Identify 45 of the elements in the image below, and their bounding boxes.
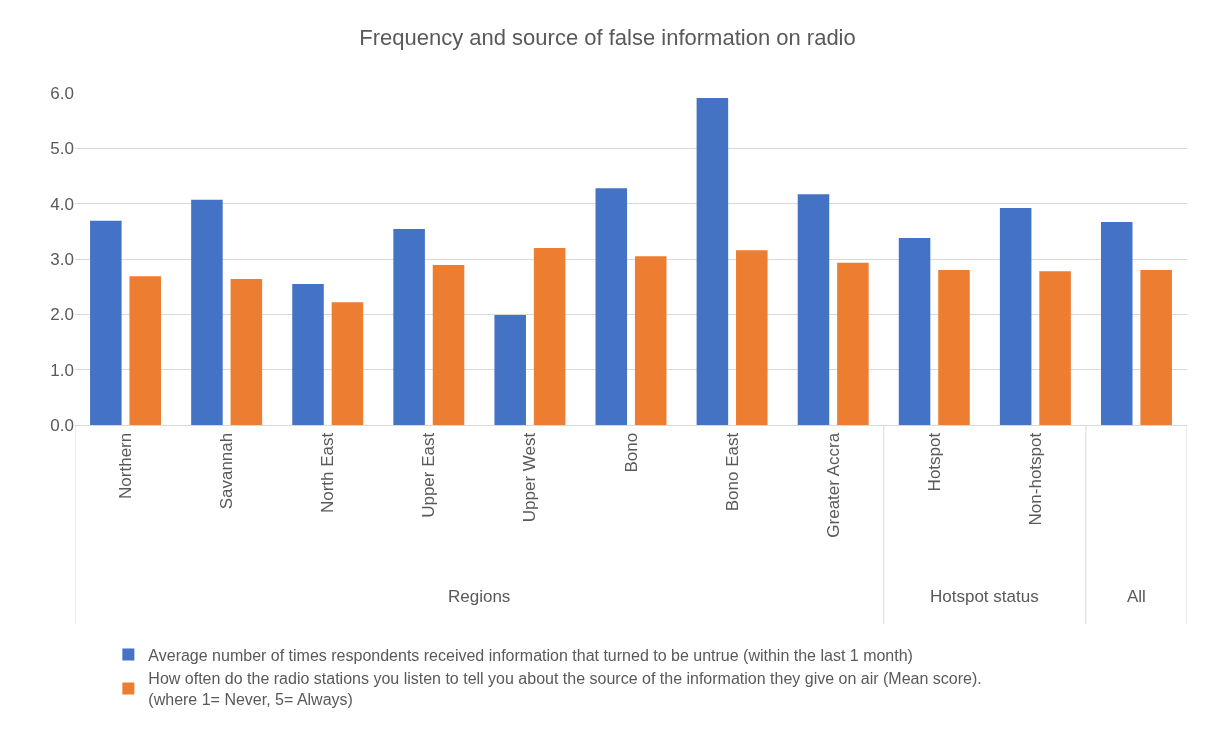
y-tick-label: 1.0 (50, 360, 74, 380)
bar (595, 188, 628, 425)
y-tick-label: 4.0 (50, 194, 74, 214)
x-tick-label: Northern (116, 432, 136, 499)
text: Hotspot status (930, 587, 1039, 606)
bar (230, 278, 263, 425)
bar (696, 97, 729, 425)
y-tick-label: 5.0 (50, 139, 74, 159)
bar (432, 265, 465, 425)
x-tick-label: Upper East (419, 432, 439, 518)
bar (292, 283, 324, 425)
x-tick-label: Bono East (722, 432, 742, 512)
legend-label: How often do the radio stations you listen to tell you about the source of the information they give on air (Mean score). (where 1= Never, 5= Always) (148, 670, 982, 709)
bar (938, 270, 970, 425)
text: Regions (448, 587, 511, 606)
x-tick-label: Bono (621, 432, 641, 473)
bar (736, 250, 768, 425)
bar (634, 256, 667, 425)
bar (1100, 221, 1133, 425)
y-tick-label: 0.0 (50, 415, 74, 435)
chart-title: Frequency and source of false information on radio (359, 25, 856, 51)
y-tick-label: 2.0 (50, 305, 74, 325)
y-tick-label: 6.0 (50, 83, 74, 103)
x-tick-label: Savannah (217, 432, 237, 510)
x-tick-label: Upper West (520, 432, 540, 523)
bar (494, 314, 526, 425)
x-tick-label: Non-hotspot (1025, 432, 1045, 526)
x-tick-label: Greater Accra (823, 432, 843, 538)
bar (90, 220, 122, 425)
bar (331, 302, 364, 425)
x-tick-label: Hotspot (924, 432, 944, 492)
bar (797, 194, 830, 425)
bar (533, 247, 566, 425)
bar (393, 229, 425, 425)
bar (129, 276, 162, 425)
x-tick-label: North East (318, 432, 338, 514)
bar (999, 208, 1032, 425)
bar (837, 262, 869, 425)
bar (1039, 271, 1071, 425)
bar (191, 199, 223, 425)
text: All (1127, 587, 1146, 606)
bar (1140, 270, 1172, 425)
y-tick-label: 3.0 (50, 249, 74, 269)
bar (898, 237, 931, 425)
legend-label: Average number of times respondents received information that turned to be untrue (within the last 1 month) (148, 646, 913, 664)
